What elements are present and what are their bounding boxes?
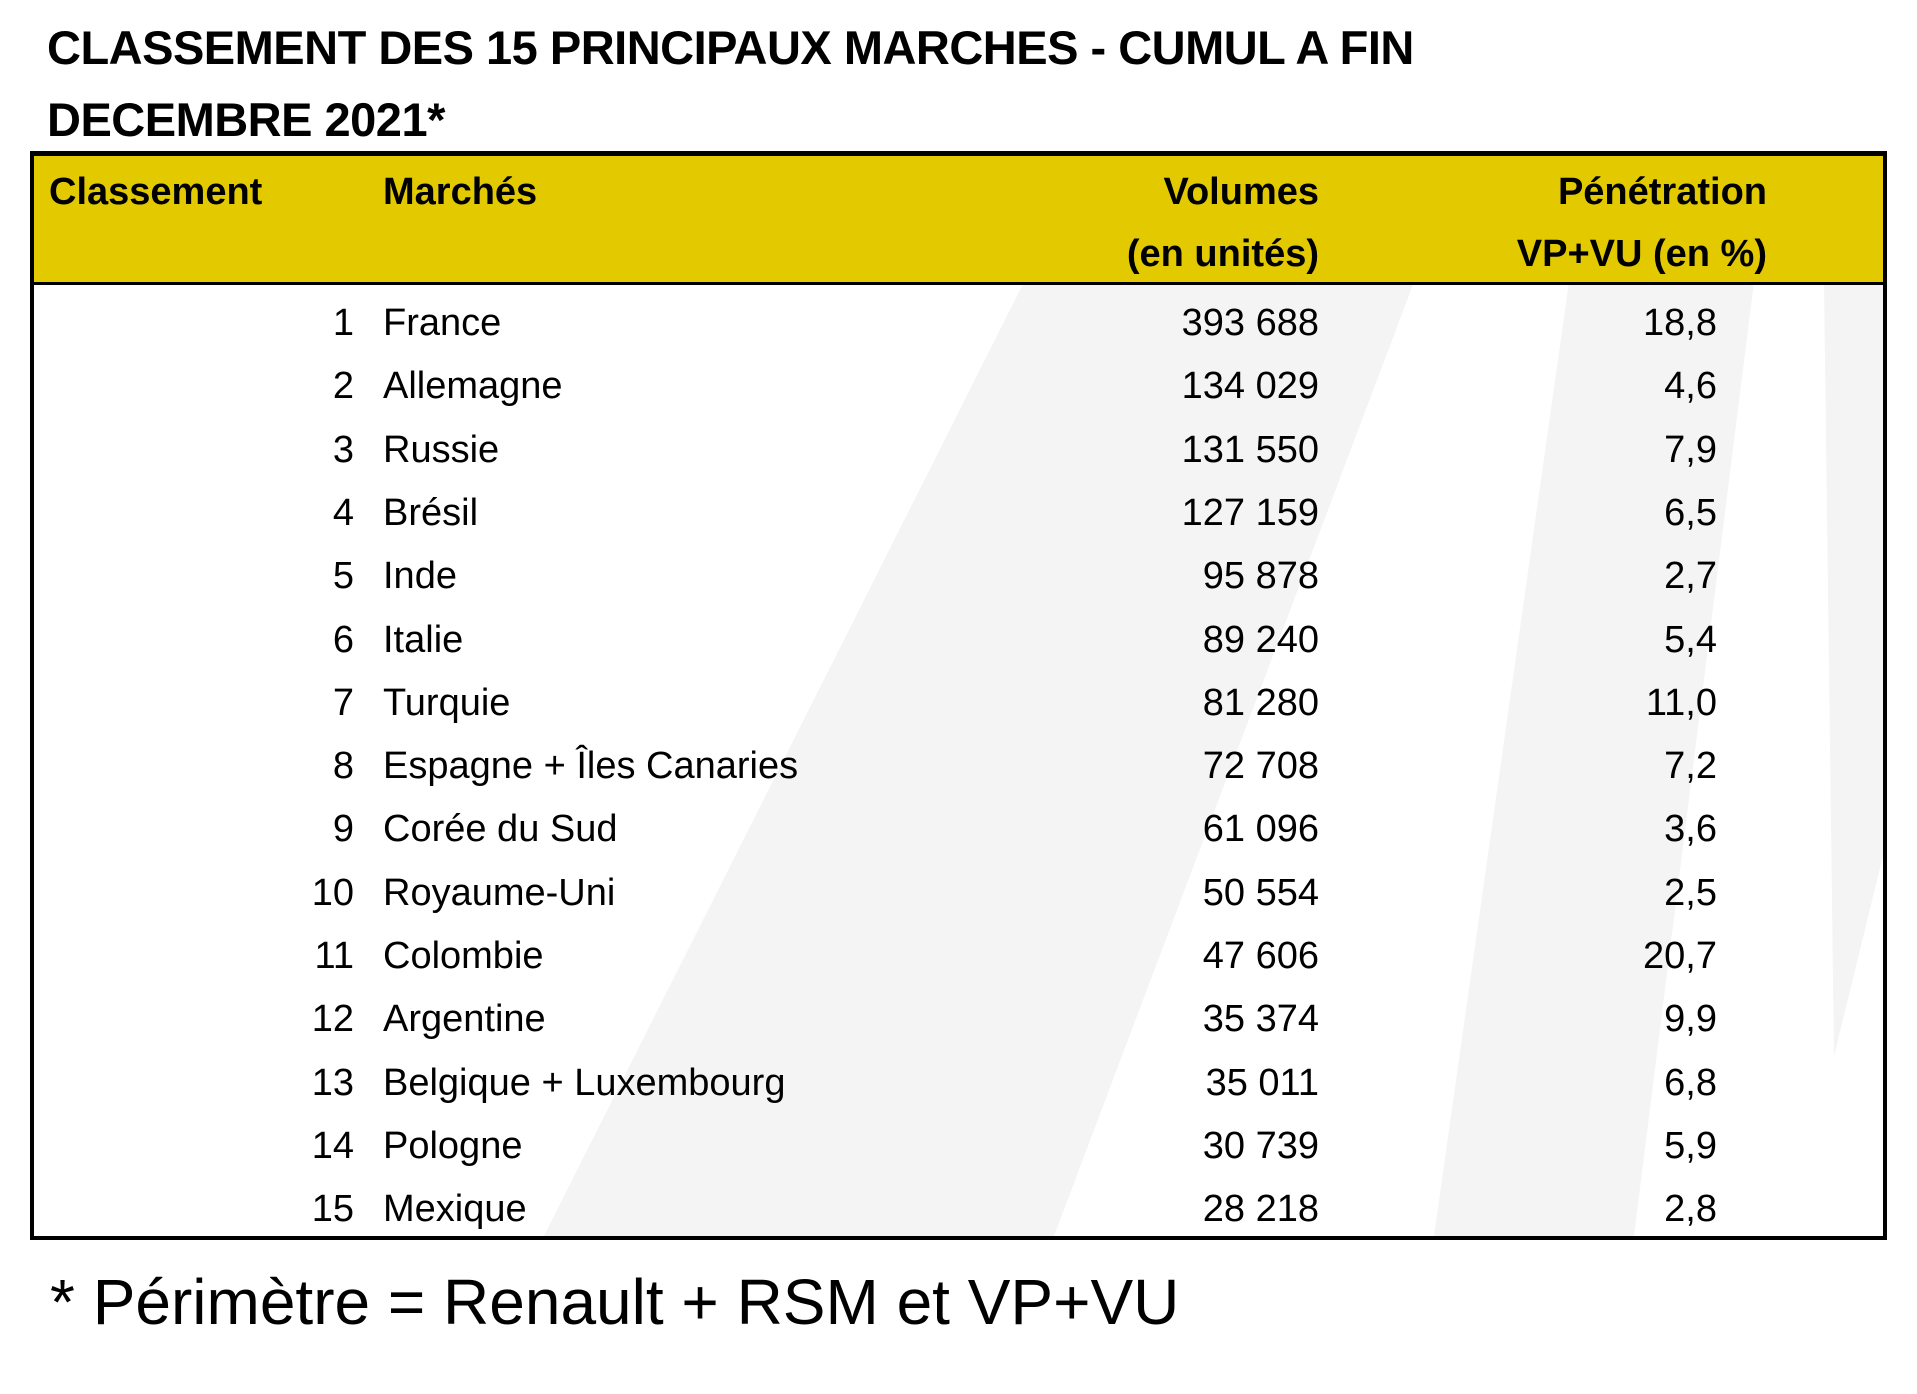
- table-row: 6 Italie 89 240 5,4: [34, 609, 1883, 672]
- market-cell: Russie: [383, 428, 500, 471]
- penetration-cell: 2,8: [1664, 1188, 1717, 1231]
- background-stripes: [544, 282, 1883, 1236]
- volume-cell: 393 688: [1181, 302, 1319, 344]
- rank-cell: 4: [332, 491, 354, 534]
- volume-cell: 131 550: [1181, 428, 1319, 471]
- rank-cell: 13: [311, 1061, 354, 1104]
- market-cell: Turquie: [383, 681, 511, 724]
- table-row: 8 Espagne + Îles Canaries 72 708 7,2: [34, 735, 1883, 798]
- volume-cell: 134 029: [1181, 365, 1319, 408]
- rank-cell: 14: [311, 1124, 354, 1167]
- rank-cell: 8: [332, 745, 354, 788]
- table-row: 2 Allemagne 134 029 4,6: [34, 355, 1883, 418]
- volume-cell: 35 011: [1205, 1061, 1319, 1104]
- market-cell: Pologne: [383, 1124, 523, 1167]
- volume-cell: 127 159: [1181, 491, 1319, 534]
- table-row: 4 Brésil 127 159 6,5: [34, 482, 1883, 545]
- penetration-cell: 3,6: [1664, 808, 1717, 851]
- title-line-1: CLASSEMENT DES 15 PRINCIPAUX MARCHES - C…: [47, 21, 1414, 74]
- volume-cell: 72 708: [1202, 745, 1319, 788]
- penetration-cell: 4,6: [1664, 365, 1717, 408]
- table-row: 3 Russie 131 550 7,9: [34, 419, 1883, 482]
- penetration-cell: 11,0: [1645, 681, 1717, 724]
- rank-cell: 9: [332, 808, 354, 851]
- rank-cell: 7: [332, 681, 354, 724]
- stripe: [1434, 282, 1754, 1236]
- table-row: 15 Mexique 28 218 2,8: [34, 1178, 1883, 1236]
- table-row: 5 Inde 95 878 2,7: [34, 545, 1883, 608]
- market-cell: Espagne + Îles Canaries: [383, 745, 799, 788]
- volume-cell: 30 739: [1202, 1124, 1319, 1167]
- title-line-2: DECEMBRE 2021*: [47, 93, 445, 146]
- rank-cell: 6: [332, 618, 354, 661]
- rank-cell: 15: [311, 1188, 354, 1231]
- penetration-cell: 18,8: [1643, 302, 1717, 344]
- rank-cell: 11: [314, 935, 354, 977]
- volume-cell: 61 096: [1202, 808, 1319, 851]
- market-cell: Colombie: [383, 935, 544, 977]
- stripe: [544, 282, 1414, 1236]
- table-row: 1 France 393 688 18,8: [34, 292, 1883, 355]
- header-rank: Classement: [49, 171, 263, 213]
- market-cell: Allemagne: [383, 365, 563, 408]
- header-volumes-unit: (en unités): [1126, 233, 1319, 275]
- table-row: 11 Colombie 47 606 20,7: [34, 925, 1883, 988]
- penetration-cell: 5,4: [1664, 618, 1717, 661]
- header-penetration: Pénétration: [1557, 171, 1767, 213]
- rank-cell: 1: [332, 302, 354, 344]
- penetration-cell: 5,9: [1664, 1124, 1717, 1167]
- table-row: 13 Belgique + Luxembourg 35 011 6,8: [34, 1052, 1883, 1115]
- rank-cell: 5: [332, 555, 354, 598]
- stripe: [1824, 282, 1883, 1056]
- volume-cell: 28 218: [1202, 1188, 1319, 1231]
- table-row: 7 Turquie 81 280 11,0: [34, 672, 1883, 735]
- table-row: 12 Argentine 35 374 9,9: [34, 988, 1883, 1051]
- penetration-cell: 7,2: [1664, 745, 1717, 788]
- penetration-cell: 2,7: [1664, 555, 1717, 598]
- penetration-cell: 6,5: [1664, 491, 1717, 534]
- market-cell: Inde: [383, 555, 457, 598]
- market-cell: Mexique: [383, 1188, 527, 1231]
- rank-cell: 3: [332, 428, 354, 471]
- penetration-cell: 9,9: [1664, 998, 1717, 1041]
- volume-cell: 81 280: [1202, 681, 1319, 724]
- footnote: * Périmètre = Renault + RSM et VP+VU: [50, 1266, 1180, 1338]
- volume-cell: 95 878: [1202, 555, 1319, 598]
- market-cell: Italie: [383, 618, 464, 661]
- rank-cell: 12: [311, 998, 354, 1041]
- header-market: Marchés: [383, 171, 538, 213]
- volume-cell: 35 374: [1202, 998, 1319, 1041]
- penetration-cell: 20,7: [1643, 935, 1717, 977]
- volume-cell: 89 240: [1202, 618, 1319, 661]
- penetration-cell: 7,9: [1664, 428, 1717, 471]
- table-row: 10 Royaume-Uni 50 554 2,5: [34, 862, 1883, 925]
- header-volumes: Volumes: [1163, 171, 1319, 213]
- rank-cell: 2: [332, 365, 354, 408]
- table-row: 9 Corée du Sud 61 096 3,6: [34, 798, 1883, 861]
- market-cell: Corée du Sud: [383, 808, 618, 851]
- table-row: 14 Pologne 30 739 5,9: [34, 1115, 1883, 1178]
- penetration-cell: 2,5: [1664, 871, 1717, 914]
- page-title: CLASSEMENT DES 15 PRINCIPAUX MARCHES - C…: [47, 12, 1414, 156]
- volume-cell: 50 554: [1202, 871, 1319, 914]
- volume-cell: 47 606: [1202, 935, 1319, 977]
- markets-table: Classement Marchés Volumes (en unités) P…: [30, 151, 1887, 1240]
- market-cell: Brésil: [383, 491, 479, 534]
- market-cell: Belgique + Luxembourg: [383, 1061, 786, 1104]
- rank-cell: 10: [311, 871, 354, 914]
- market-cell: France: [383, 302, 502, 344]
- penetration-cell: 6,8: [1664, 1061, 1717, 1104]
- header-penetration-unit: VP+VU (en %): [1516, 233, 1767, 275]
- table-header: Classement Marchés Volumes (en unités) P…: [34, 156, 1883, 285]
- market-cell: Argentine: [383, 998, 546, 1041]
- market-cell: Royaume-Uni: [383, 871, 616, 914]
